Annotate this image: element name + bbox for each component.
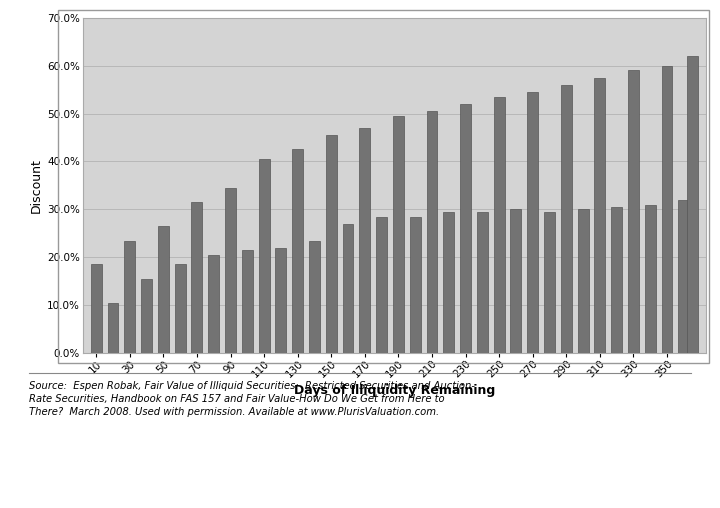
Bar (595, 78, 606, 353)
Bar (242, 250, 253, 353)
Bar (561, 85, 572, 353)
Bar (359, 128, 370, 353)
Bar (192, 202, 202, 353)
Bar (678, 200, 689, 353)
Bar (426, 111, 438, 353)
Text: Source:  Espen Robak, Fair Value of Illiquid Securities:  Restricted Securities : Source: Espen Robak, Fair Value of Illiq… (29, 381, 474, 418)
Bar (662, 66, 672, 353)
Bar (125, 240, 135, 353)
Bar (141, 279, 152, 353)
Bar (494, 97, 505, 353)
Bar (527, 92, 538, 353)
Bar (444, 212, 454, 353)
X-axis label: Days of Illiquidity Remaining: Days of Illiquidity Remaining (294, 384, 495, 397)
Bar (343, 224, 354, 353)
Bar (611, 207, 622, 353)
Bar (225, 188, 236, 353)
Bar (91, 265, 102, 353)
Bar (158, 226, 168, 353)
Bar (477, 212, 487, 353)
Bar (577, 209, 588, 353)
Bar (510, 209, 521, 353)
Bar (258, 159, 269, 353)
Bar (325, 135, 337, 353)
Bar (292, 149, 303, 353)
Bar (460, 104, 471, 353)
Bar (687, 56, 698, 353)
Y-axis label: Discount: Discount (30, 158, 43, 213)
Bar (410, 216, 420, 353)
Bar (175, 265, 186, 353)
Bar (107, 303, 119, 353)
Bar (309, 240, 320, 353)
Bar (544, 212, 555, 353)
Bar (276, 248, 287, 353)
Bar (644, 205, 656, 353)
Bar (208, 255, 219, 353)
Bar (376, 216, 387, 353)
Bar (393, 116, 404, 353)
Bar (628, 71, 639, 353)
